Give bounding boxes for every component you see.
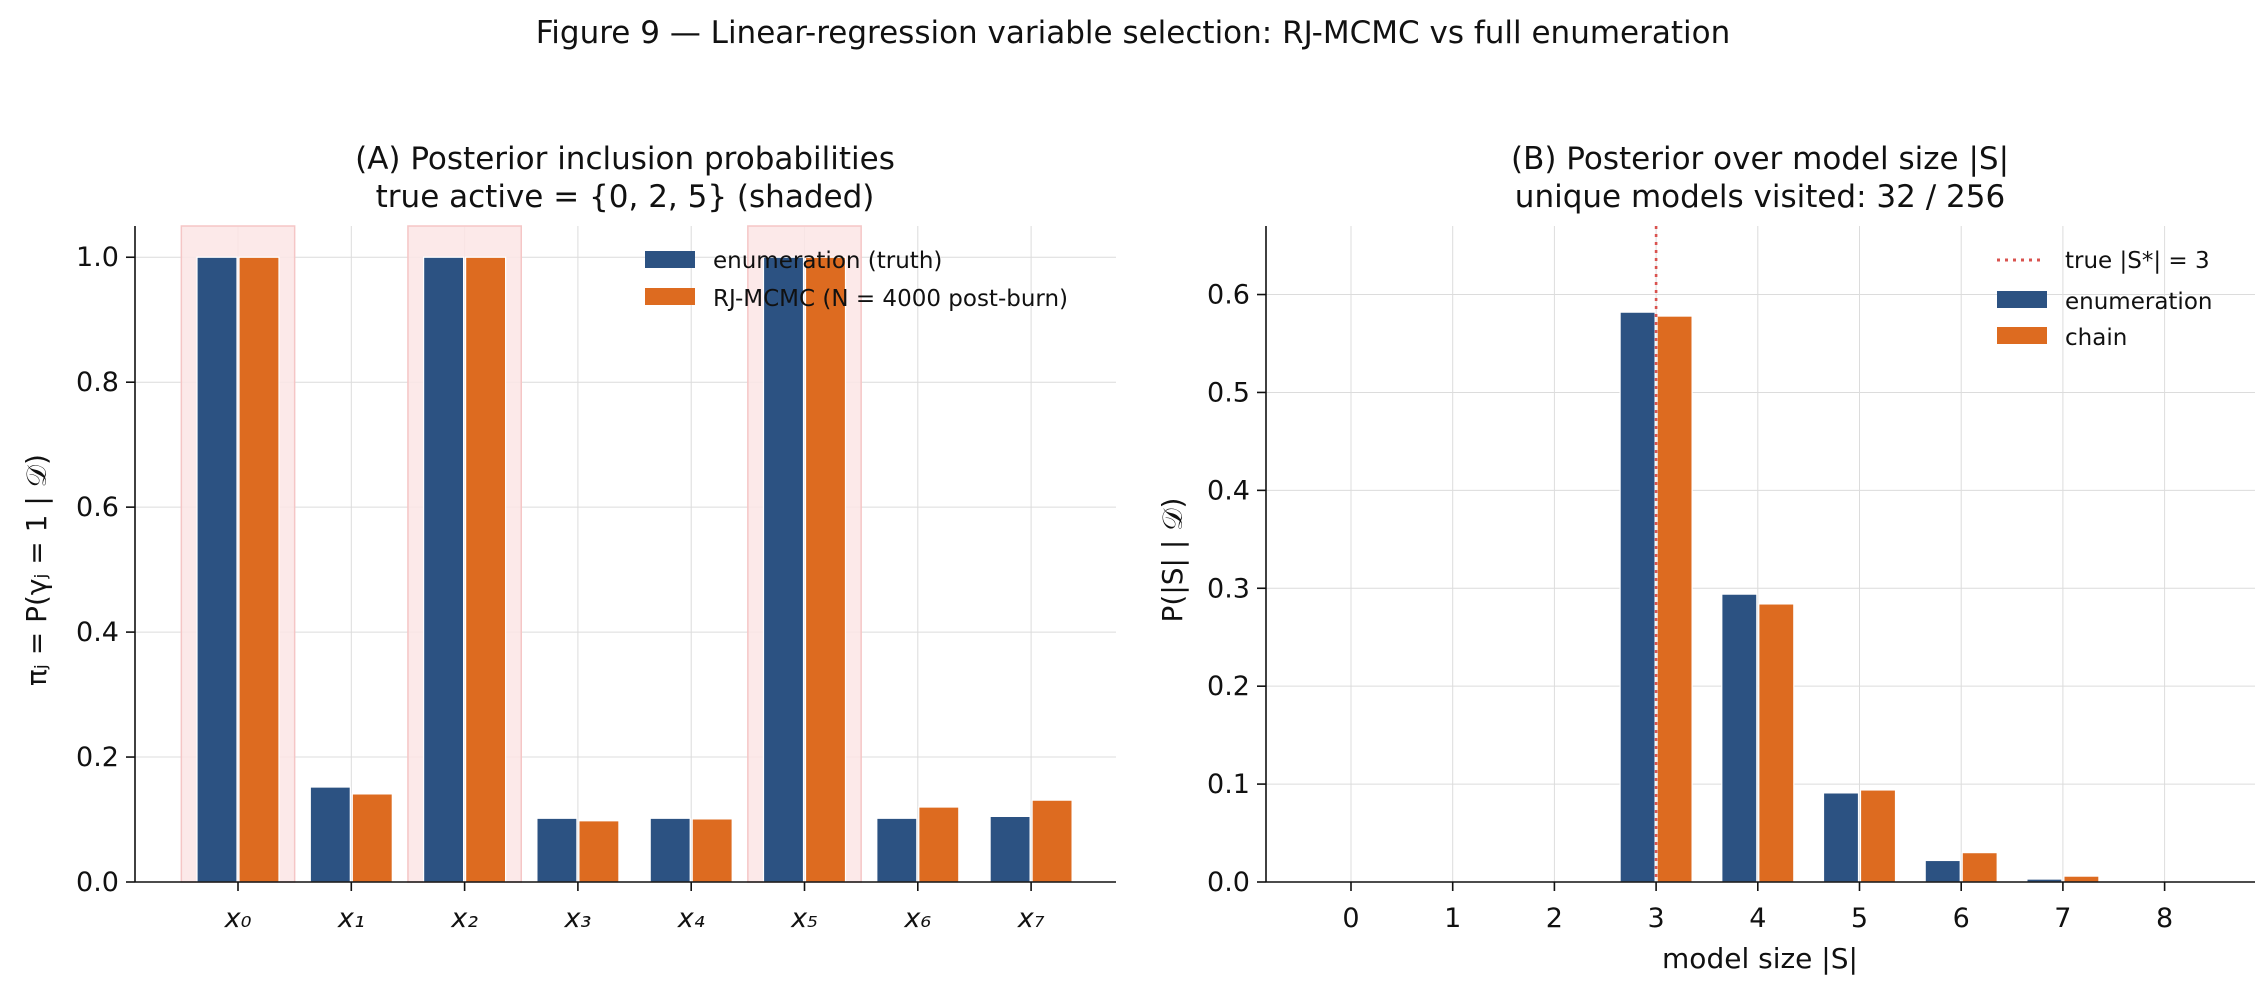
legend-label-chain: chain xyxy=(2065,325,2127,351)
x-tick-label: 7 xyxy=(2054,903,2071,934)
x-tick-label: 4 xyxy=(1749,903,1766,934)
bar-chain xyxy=(804,256,847,883)
y-tick-label: 0.8 xyxy=(76,367,119,398)
x-tick-label: 0 xyxy=(1342,903,1359,934)
bar-chain xyxy=(2063,875,2100,883)
x-tick-label: 5 xyxy=(1851,903,1868,934)
x-tick-label: 6 xyxy=(1953,903,1970,934)
x-tick-label: x₇ xyxy=(1017,903,1045,934)
y-tick-label: 0.6 xyxy=(1207,280,1250,311)
bar-enumeration xyxy=(876,817,918,883)
y-tick-label: 0.2 xyxy=(76,742,119,773)
panel-b-ylabel: P(|S| | 𝒟) xyxy=(1156,498,1189,623)
x-tick-label: x₆ xyxy=(903,903,931,934)
y-tick-label: 1.0 xyxy=(76,242,119,273)
panel-b-title-line2: unique models visited: 32 / 256 xyxy=(1515,179,2005,215)
panel-a-title-line1: (A) Posterior inclusion probabilities xyxy=(355,141,895,177)
legend-label-enumeration: enumeration xyxy=(2065,289,2212,315)
bar-chain xyxy=(238,256,280,883)
legend-label-true-size: true |S*| = 3 xyxy=(2065,248,2210,274)
bar-enumeration xyxy=(649,817,691,883)
bar-enumeration xyxy=(762,256,805,883)
legend-swatch-chain xyxy=(1997,327,2047,344)
panel-a-chart: (A) Posterior inclusion probabilities tr… xyxy=(20,141,1116,934)
panel-a-title-line2: true active = {0, 2, 5} (shaded) xyxy=(376,179,875,215)
panel-b-xlabel: model size |S| xyxy=(1662,942,1858,975)
bar-chain xyxy=(691,818,733,883)
panel-b-legend: true |S*| = 3 enumeration chain xyxy=(1997,248,2212,351)
bar-chain xyxy=(918,806,960,883)
bar-enumeration xyxy=(1924,859,1961,883)
figure-title: Figure 9 — Linear-regression variable se… xyxy=(536,15,1731,51)
legend-swatch-enumeration xyxy=(645,251,695,268)
y-tick-label: 0.6 xyxy=(76,492,119,523)
legend-swatch-rjmcmc xyxy=(645,288,695,305)
x-tick-label: x₂ xyxy=(450,903,478,934)
legend-swatch-enumeration xyxy=(1997,291,2047,308)
panel-a-legend: enumeration (truth) RJ-MCMC (N = 4000 po… xyxy=(645,248,1068,312)
bar-enumeration xyxy=(196,256,238,883)
x-tick-label: x₄ xyxy=(677,903,705,934)
x-tick-label: x₁ xyxy=(337,903,365,934)
y-tick-label: 0.2 xyxy=(1207,671,1250,702)
panel-a-ylabel: πⱼ = P(γⱼ = 1 | 𝒟) xyxy=(20,454,53,686)
bar-enumeration xyxy=(1619,311,1656,883)
bar-chain xyxy=(1031,799,1073,883)
panel-b-title-line1: (B) Posterior over model size |S| xyxy=(1511,141,2009,177)
y-tick-label: 0.1 xyxy=(1207,769,1250,800)
bar-chain xyxy=(578,820,620,883)
bar-enumeration xyxy=(1822,792,1860,883)
x-tick-label: x₃ xyxy=(563,903,591,934)
legend-label-rjmcmc: RJ-MCMC (N = 4000 post-burn) xyxy=(713,286,1068,312)
bar-chain xyxy=(1758,603,1795,883)
y-tick-label: 0.4 xyxy=(76,617,119,648)
x-tick-label: x₅ xyxy=(790,903,818,934)
bar-chain xyxy=(1656,315,1693,883)
bar-chain xyxy=(465,256,507,883)
x-tick-label: 8 xyxy=(2156,903,2173,934)
y-tick-label: 0.4 xyxy=(1207,475,1250,506)
bar-enumeration xyxy=(423,256,465,883)
y-tick-label: 0.3 xyxy=(1207,573,1250,604)
bar-enumeration xyxy=(1721,593,1758,883)
y-tick-label: 0.0 xyxy=(1207,867,1250,898)
y-tick-label: 0.5 xyxy=(1207,377,1250,408)
bar-chain xyxy=(351,793,393,883)
x-tick-label: 1 xyxy=(1444,903,1461,934)
y-tick-label: 0.0 xyxy=(76,867,119,898)
x-tick-label: 2 xyxy=(1546,903,1563,934)
bar-enumeration xyxy=(989,815,1031,883)
bar-chain xyxy=(1961,852,1998,883)
bar-enumeration xyxy=(536,817,578,883)
x-tick-label: 3 xyxy=(1648,903,1665,934)
bar-enumeration xyxy=(309,786,351,883)
bar-chain xyxy=(1859,789,1897,883)
x-tick-label: x₀ xyxy=(224,903,252,934)
panel-b-chart: (B) Posterior over model size |S| unique… xyxy=(1156,141,2255,975)
legend-label-enumeration: enumeration (truth) xyxy=(713,248,942,274)
